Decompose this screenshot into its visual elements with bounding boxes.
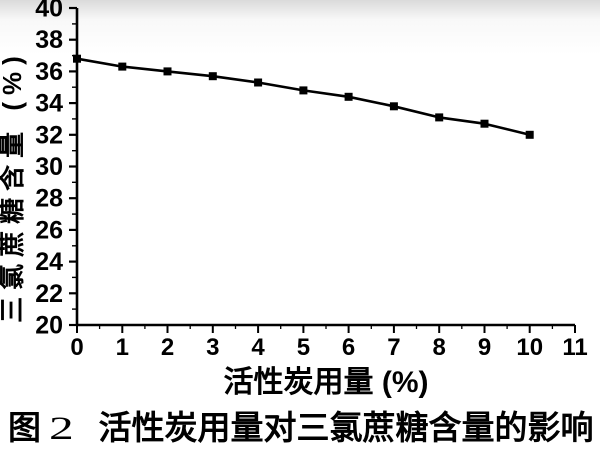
svg-text:9: 9 (478, 334, 491, 361)
svg-text:5: 5 (297, 334, 310, 361)
svg-text:6: 6 (342, 334, 355, 361)
svg-text:0: 0 (70, 334, 83, 361)
svg-text:38: 38 (35, 26, 63, 54)
svg-text:20: 20 (35, 312, 63, 340)
svg-text:8: 8 (433, 334, 446, 361)
svg-text:26: 26 (35, 216, 63, 244)
svg-text:34: 34 (35, 90, 63, 118)
svg-text:28: 28 (35, 185, 63, 213)
svg-text:32: 32 (35, 121, 63, 149)
svg-text:10: 10 (516, 334, 543, 361)
svg-text:三氯蔗糖含量 (%): 三氯蔗糖含量 (%) (0, 49, 27, 323)
svg-text:2: 2 (161, 334, 174, 361)
svg-text:3: 3 (206, 334, 219, 361)
svg-text:40: 40 (35, 0, 63, 23)
svg-text:30: 30 (35, 153, 63, 181)
svg-text:4: 4 (251, 334, 265, 361)
svg-text:1: 1 (116, 334, 129, 361)
svg-text:22: 22 (35, 280, 63, 308)
svg-text:7: 7 (387, 334, 400, 361)
svg-text:24: 24 (35, 248, 63, 276)
svg-text:36: 36 (35, 58, 63, 86)
svg-text:活性炭用量 (%): 活性炭用量 (%) (224, 366, 429, 399)
svg-text:11: 11 (562, 334, 587, 361)
